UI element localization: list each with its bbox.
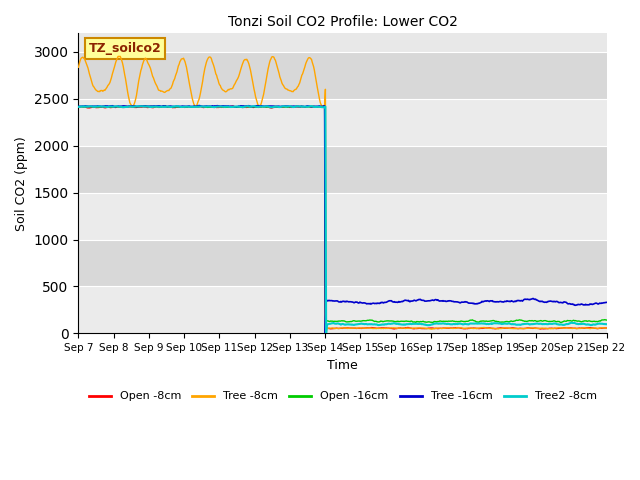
Bar: [79, 192, 607, 240]
Bar: [79, 145, 607, 192]
X-axis label: Time: Time: [327, 359, 358, 372]
Legend: Open -8cm, Tree -8cm, Open -16cm, Tree -16cm, Tree2 -8cm: Open -8cm, Tree -8cm, Open -16cm, Tree -…: [84, 387, 601, 406]
Bar: [79, 240, 607, 287]
Title: Tonzi Soil CO2 Profile: Lower CO2: Tonzi Soil CO2 Profile: Lower CO2: [228, 15, 458, 29]
Text: TZ_soilco2: TZ_soilco2: [89, 42, 162, 55]
Y-axis label: Soil CO2 (ppm): Soil CO2 (ppm): [15, 136, 28, 230]
Bar: [79, 287, 607, 334]
Bar: [79, 52, 607, 99]
Bar: [79, 99, 607, 145]
